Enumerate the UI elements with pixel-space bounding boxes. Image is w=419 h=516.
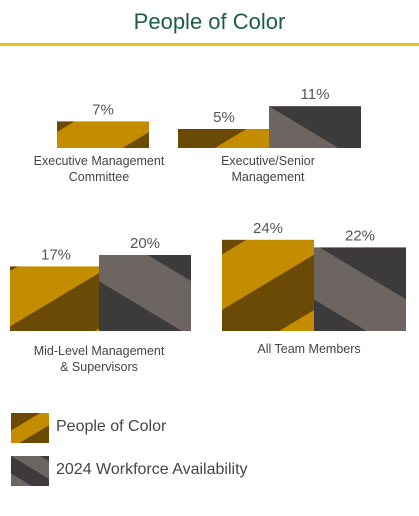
bar-people-of-color-mid-level-management-supervisors bbox=[10, 266, 102, 331]
legend-swatch-workforce-availability bbox=[11, 456, 49, 486]
data-label: 17% bbox=[41, 246, 71, 263]
category-label: All Team Members bbox=[257, 342, 360, 356]
data-label: 5% bbox=[213, 109, 235, 126]
data-label: 24% bbox=[253, 220, 283, 237]
category-label: Mid-Level Management bbox=[34, 344, 165, 358]
title-underline bbox=[0, 43, 419, 46]
page-title: People of Color bbox=[133, 9, 286, 34]
bar-people-of-color-all-team-members bbox=[222, 239, 314, 331]
bar-2024-workforce-availability-all-team-members bbox=[314, 247, 406, 331]
data-label: 22% bbox=[345, 227, 375, 244]
category-label: Committee bbox=[69, 170, 129, 184]
category-label: Executive Management bbox=[34, 154, 165, 168]
bar-2024-workforce-availability-executive-senior-management bbox=[269, 106, 361, 148]
data-label: 7% bbox=[92, 101, 114, 118]
category-label: & Supervisors bbox=[60, 360, 138, 374]
data-label: 20% bbox=[130, 235, 160, 252]
category-label: Executive/Senior bbox=[221, 154, 315, 168]
data-label: 11% bbox=[301, 86, 330, 103]
legend-swatch-people-of-color bbox=[11, 413, 49, 443]
bar-people-of-color-executive-management-committee bbox=[57, 121, 149, 148]
bar-2024-workforce-availability-mid-level-management-supervisors bbox=[99, 255, 191, 331]
legend-label: 2024 Workforce Availability bbox=[56, 461, 248, 478]
legend-label: People of Color bbox=[56, 418, 167, 435]
bar-people-of-color-executive-senior-management bbox=[178, 129, 270, 148]
category-label: Management bbox=[232, 170, 305, 184]
bar-chart: 7% Executive Management Committee 5% 11% Exec… bbox=[10, 86, 406, 374]
